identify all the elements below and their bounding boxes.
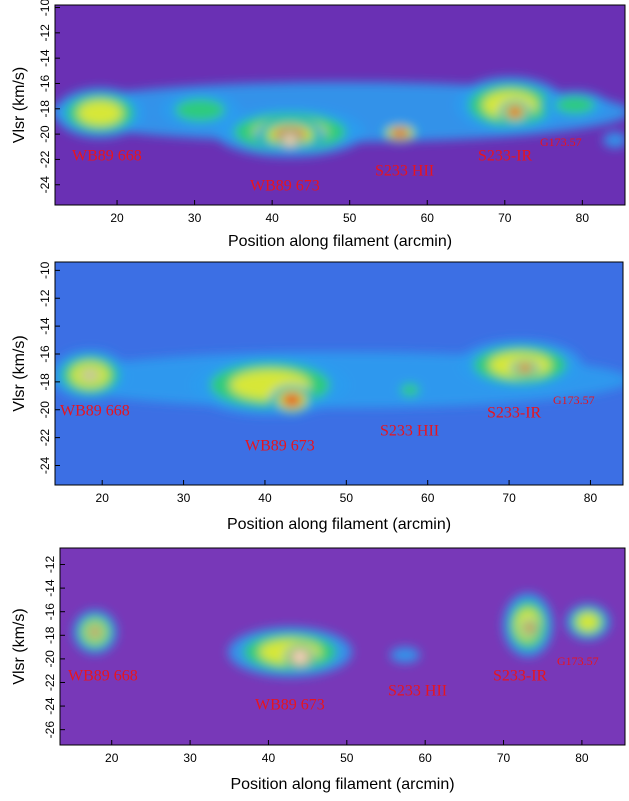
- emission-blob: [508, 106, 522, 118]
- y-tick-label: -22: [38, 429, 52, 447]
- y-tick-label: -14: [38, 49, 52, 67]
- y-tick-label: -22: [38, 150, 52, 168]
- emission: [55, 77, 625, 157]
- emission-blob: [555, 96, 595, 114]
- source-annotation: G173.57: [557, 654, 599, 668]
- panel: 20 30 40 50 60 70 80 -24 -22 -20 -18 -16 -14 -12 -10 Po…: [11, 261, 624, 533]
- emission-blob: [285, 136, 295, 144]
- panel: 20 30 40 50 60 70 80 -24 -22 -20 -18 -16 -14 -12 -10 Po…: [11, 0, 626, 250]
- x-tick-label: 70: [502, 491, 516, 505]
- y-tick-label: -18: [38, 373, 52, 391]
- emission: [73, 593, 610, 677]
- plot-frame: [54, 4, 626, 206]
- x-tick-label: 50: [340, 751, 354, 765]
- y-axis-label: Vlsr (km/s): [11, 608, 28, 684]
- y-tick-label: -24: [38, 176, 52, 194]
- emission-blob: [391, 128, 409, 138]
- x-tick-label: 40: [262, 751, 276, 765]
- y-tick-label: -20: [43, 650, 57, 668]
- y-tick-label: -22: [43, 673, 57, 691]
- source-annotation: G173.57: [540, 135, 582, 149]
- source-annotation: WB89 673: [245, 438, 315, 455]
- y-tick-label: -18: [43, 626, 57, 644]
- emission-blob: [91, 628, 99, 636]
- source-annotation: S233 HII: [388, 683, 447, 700]
- y-tick-label: -20: [38, 401, 52, 419]
- intensity-map: [55, 5, 625, 205]
- emission-blob: [518, 364, 532, 372]
- intensity-map: [55, 262, 623, 485]
- x-tick-label: 30: [188, 211, 202, 225]
- x-tick-label: 70: [497, 751, 511, 765]
- source-annotation: WB89 668: [72, 148, 142, 165]
- y-tick-label: -16: [43, 603, 57, 621]
- source-annotation: WB89 673: [255, 697, 325, 714]
- source-annotation: S233-IR: [478, 148, 533, 165]
- y-tick-label: -20: [38, 125, 52, 143]
- y-tick-label: -24: [43, 697, 57, 715]
- source-annotation: S233 HII: [375, 163, 434, 180]
- y-tick-label: -24: [38, 456, 52, 474]
- x-tick-label: 20: [110, 211, 124, 225]
- emission-blob: [86, 372, 94, 378]
- y-tick-label: -12: [43, 556, 57, 574]
- source-annotation: WB89 668: [60, 403, 130, 420]
- emission-blob: [400, 383, 420, 397]
- x-tick-label: 60: [421, 491, 435, 505]
- y-tick-label: -26: [43, 721, 57, 739]
- y-tick-label: -12: [38, 24, 52, 42]
- source-annotation: G173.57: [553, 393, 595, 407]
- source-annotation: S233-IR: [487, 405, 542, 422]
- x-tick-label: 80: [576, 211, 590, 225]
- x-tick-label: 20: [105, 751, 119, 765]
- intensity-map: [60, 548, 625, 745]
- x-tick-label: 50: [340, 491, 354, 505]
- emission-blob: [294, 652, 306, 662]
- y-axis-label: Vlsr (km/s): [11, 335, 28, 411]
- y-tick-label: -10: [38, 0, 52, 16]
- x-tick-label: 50: [343, 211, 357, 225]
- emission-blob: [577, 613, 599, 631]
- x-tick-label: 30: [183, 751, 197, 765]
- x-axis-label: Position along filament (arcmin): [230, 776, 454, 793]
- plot-frame: [59, 547, 626, 746]
- x-tick-label: 20: [96, 491, 110, 505]
- y-tick-label: -10: [38, 261, 52, 279]
- x-tick-label: 80: [584, 491, 598, 505]
- emission-blob: [77, 100, 123, 126]
- emission-blob: [175, 98, 225, 122]
- x-tick-label: 80: [575, 751, 589, 765]
- x-tick-label: 60: [418, 751, 432, 765]
- panel: 20 30 40 50 60 70 80 -26 -24 -22 -20 -18 -16 -14 -12 Po…: [11, 547, 626, 793]
- emission-blob: [282, 393, 302, 407]
- source-annotation: WB89 668: [68, 668, 138, 685]
- y-tick-label: -16: [38, 345, 52, 363]
- emission: [55, 340, 623, 415]
- y-axis-label: Vlsr (km/s): [11, 67, 28, 143]
- y-tick-label: -14: [38, 317, 52, 335]
- emission-blob: [603, 132, 625, 148]
- emission-blob: [390, 647, 420, 663]
- source-annotation: S233 HII: [380, 423, 439, 440]
- x-tick-label: 40: [265, 211, 279, 225]
- y-tick-label: -14: [43, 579, 57, 597]
- x-tick-label: 40: [258, 491, 272, 505]
- x-tick-label: 60: [421, 211, 435, 225]
- x-tick-label: 70: [498, 211, 512, 225]
- x-tick-label: 30: [177, 491, 191, 505]
- source-annotation: S233-IR: [493, 668, 548, 685]
- y-tick-label: -12: [38, 289, 52, 307]
- source-annotation: WB89 673: [250, 178, 320, 195]
- y-tick-label: -16: [38, 74, 52, 92]
- emission-blob: [526, 624, 534, 632]
- y-tick-label: -18: [38, 100, 52, 118]
- x-axis-label: Position along filament (arcmin): [227, 516, 451, 533]
- x-axis-label: Position along filament (arcmin): [228, 233, 452, 250]
- plot-frame: [54, 261, 624, 486]
